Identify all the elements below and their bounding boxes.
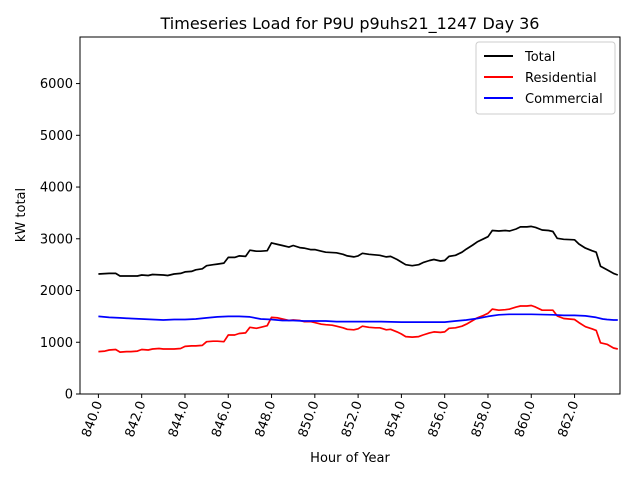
legend: Total Residential Commercial	[475, 41, 616, 115]
x-tick-label: 850.0	[296, 399, 323, 439]
x-tick-label: 844.0	[166, 399, 193, 439]
x-tick-label: 862.0	[555, 399, 582, 439]
y-tick-label: 0	[65, 388, 73, 403]
y-tick-label: 6000	[40, 77, 73, 92]
y-tick-label: 5000	[40, 129, 73, 144]
y-tick-label: 4000	[40, 181, 73, 196]
plot-frame	[79, 36, 621, 395]
x-tick-label: 846.0	[209, 399, 236, 439]
x-tick-label: 860.0	[512, 399, 539, 439]
x-axis: 840.0 842.0 844.0 846.0 848.0 850.0 852.0 854.0…	[79, 394, 582, 439]
legend-label-commercial: Commercial	[525, 92, 603, 107]
x-axis-label: Hour of Year	[310, 451, 390, 466]
x-tick-label: 840.0	[79, 399, 106, 439]
x-tick-label: 848.0	[252, 399, 279, 439]
x-tick-label: 858.0	[469, 399, 496, 439]
series-lines	[98, 225, 619, 353]
series-line-residential	[98, 304, 618, 353]
y-tick-label: 2000	[40, 284, 73, 299]
x-tick-label: 842.0	[123, 399, 150, 439]
chart-title: Timeseries Load for P9U p9uhs21_1247 Day…	[160, 14, 540, 34]
y-tick-label: 1000	[40, 336, 73, 351]
y-tick-label: 3000	[40, 232, 73, 247]
series-line-commercial	[98, 313, 618, 323]
y-axis: 0 1000 2000 3000 4000 5000 6000	[40, 77, 80, 403]
y-axis-label: kW total	[14, 188, 29, 242]
x-tick-label: 856.0	[426, 399, 453, 439]
x-tick-label: 854.0	[382, 399, 409, 439]
legend-label-total: Total	[524, 50, 555, 65]
x-tick-label: 852.0	[339, 399, 366, 439]
legend-label-residential: Residential	[525, 71, 597, 86]
series-line-total	[98, 225, 619, 277]
legend-box	[475, 41, 616, 115]
